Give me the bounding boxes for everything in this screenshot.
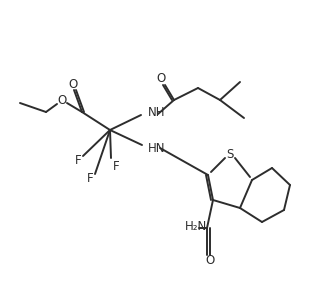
Text: F: F [113,160,119,173]
Text: F: F [75,153,81,166]
Text: O: O [156,72,166,84]
Text: O: O [57,95,66,108]
Text: NH: NH [148,106,166,119]
Text: O: O [68,79,77,92]
Text: S: S [226,148,234,162]
Text: HN: HN [148,142,166,155]
Text: F: F [87,171,93,184]
Text: H₂N: H₂N [185,220,207,233]
Text: O: O [205,253,215,267]
